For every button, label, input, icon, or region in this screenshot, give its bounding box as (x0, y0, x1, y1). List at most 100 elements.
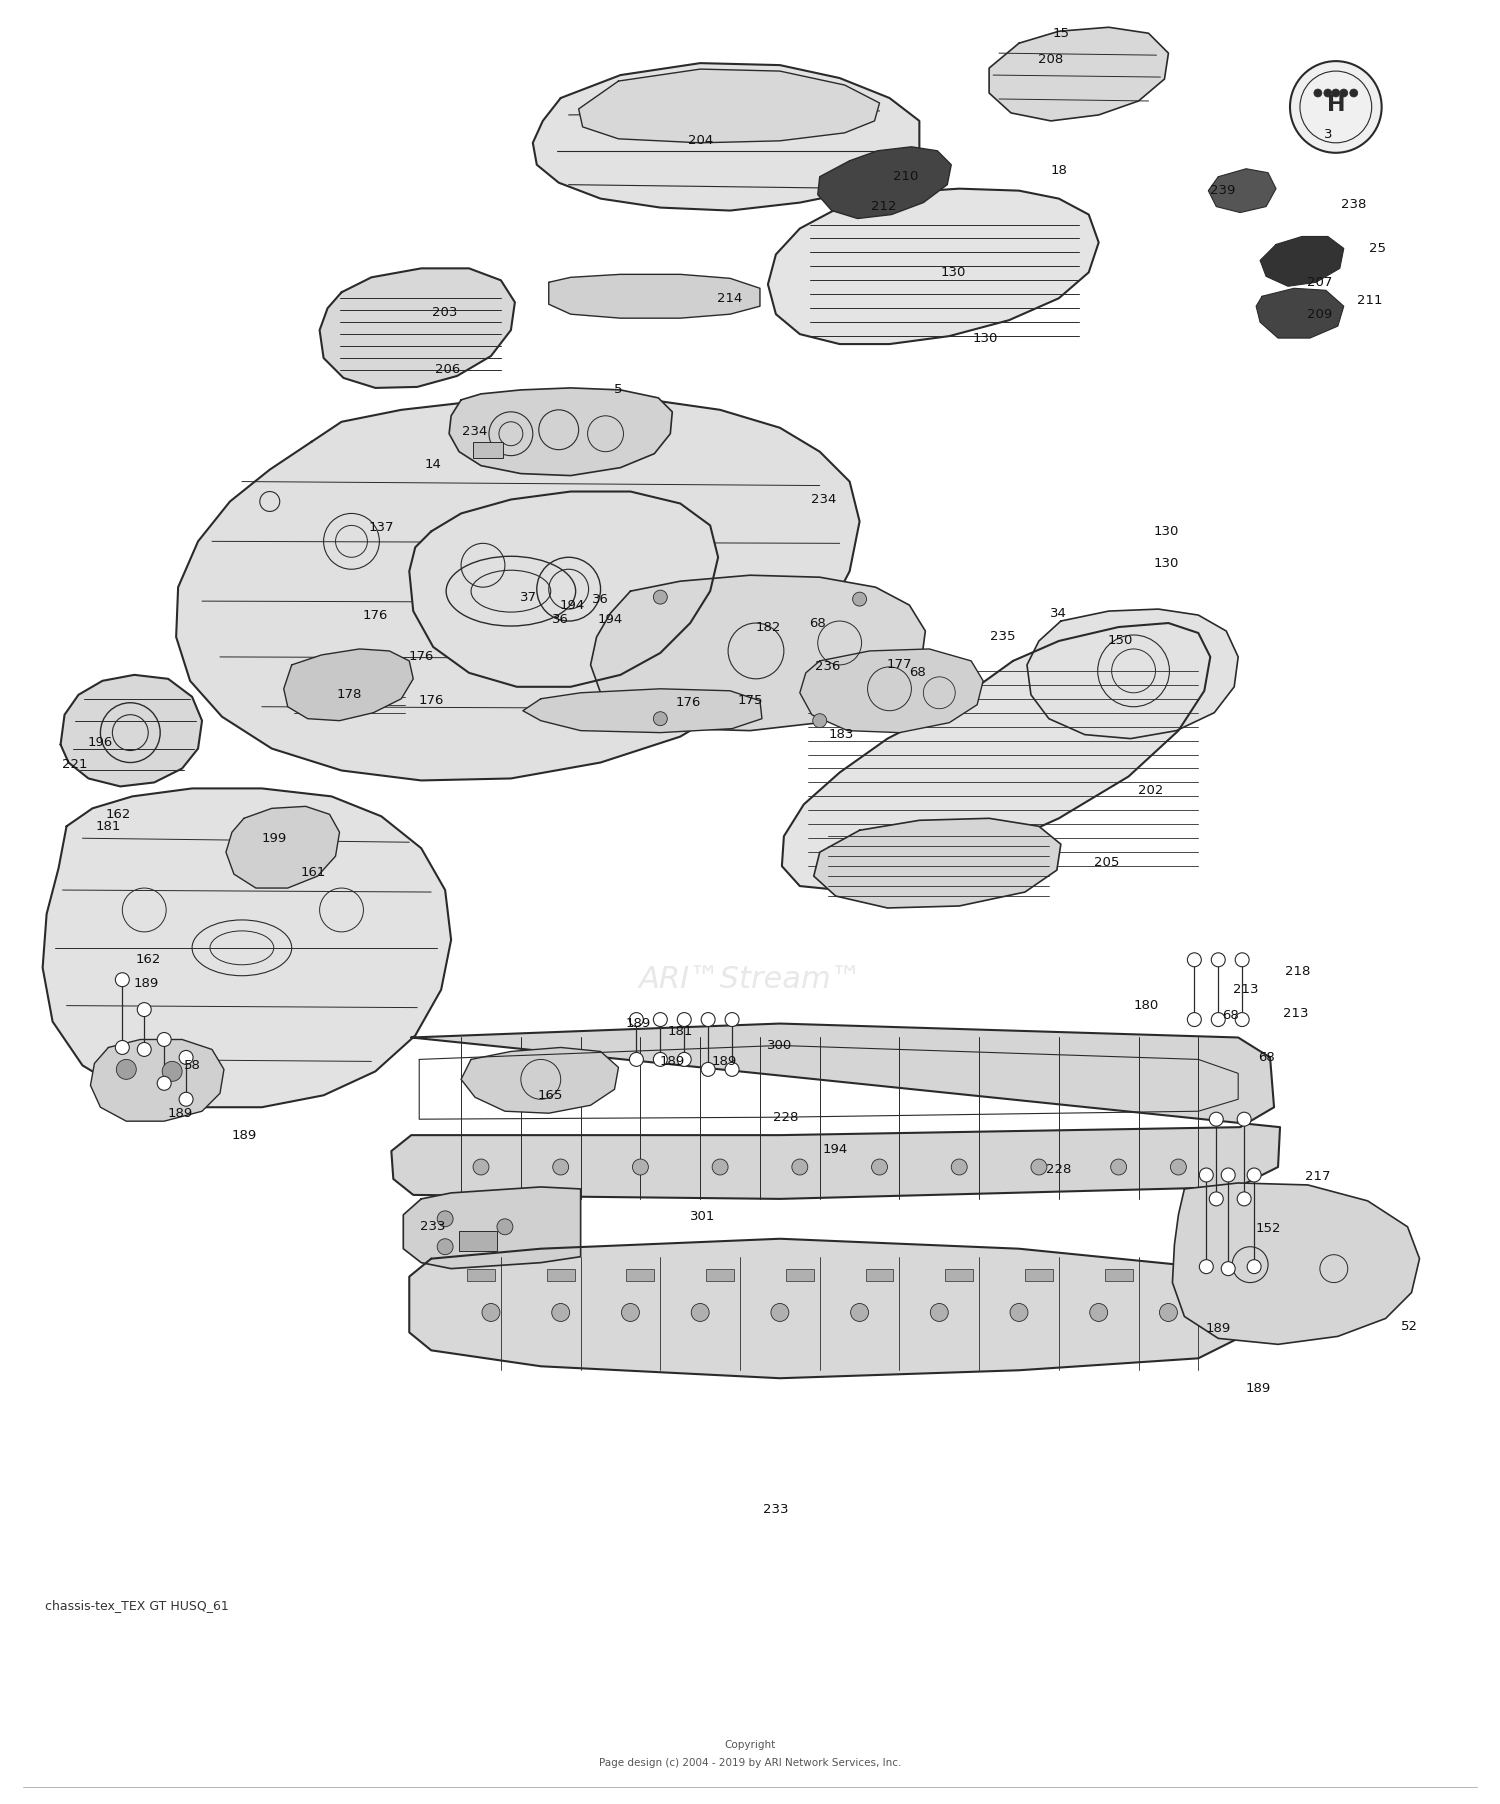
Circle shape (138, 1003, 152, 1017)
Text: 176: 176 (363, 608, 388, 622)
Text: 130: 130 (972, 332, 998, 345)
Text: 36: 36 (592, 594, 609, 606)
Bar (627, 1268, 654, 1281)
Text: 233: 233 (764, 1503, 789, 1515)
Text: 189: 189 (168, 1106, 192, 1120)
Circle shape (712, 1158, 728, 1174)
Text: 228: 228 (1046, 1162, 1071, 1176)
Polygon shape (818, 146, 951, 218)
Circle shape (116, 1041, 129, 1054)
Text: 189: 189 (231, 1129, 256, 1142)
Text: 194: 194 (598, 613, 622, 626)
Text: 162: 162 (135, 953, 160, 967)
Circle shape (1212, 1012, 1225, 1026)
Polygon shape (782, 622, 1210, 889)
Circle shape (792, 1158, 808, 1174)
Text: 176: 176 (408, 651, 434, 664)
Text: 235: 235 (990, 630, 1016, 644)
Circle shape (1010, 1304, 1028, 1322)
Circle shape (1160, 1304, 1178, 1322)
Text: 238: 238 (1341, 198, 1366, 211)
Circle shape (1238, 1192, 1251, 1205)
Text: 130: 130 (940, 265, 966, 280)
Bar (472, 442, 502, 458)
Circle shape (1200, 1167, 1214, 1182)
Text: 234: 234 (812, 492, 837, 505)
Text: 194: 194 (824, 1142, 849, 1156)
Circle shape (852, 592, 867, 606)
Text: 196: 196 (88, 736, 112, 749)
Text: 180: 180 (1134, 999, 1160, 1012)
Text: 208: 208 (1038, 52, 1064, 65)
Text: Copyright: Copyright (724, 1739, 776, 1750)
Text: 130: 130 (1154, 525, 1179, 538)
Circle shape (1110, 1158, 1126, 1174)
Bar (1104, 1268, 1132, 1281)
Text: 183: 183 (830, 729, 855, 741)
Text: 181: 181 (668, 1025, 693, 1037)
Circle shape (654, 590, 668, 604)
Text: 37: 37 (520, 590, 537, 604)
Circle shape (1209, 1192, 1222, 1205)
Circle shape (1238, 1113, 1251, 1126)
Bar (945, 1268, 974, 1281)
Polygon shape (1260, 236, 1344, 287)
Circle shape (1350, 88, 1358, 97)
Circle shape (482, 1304, 500, 1322)
Circle shape (436, 1210, 453, 1227)
Text: 18: 18 (1050, 164, 1068, 177)
Text: 212: 212 (871, 200, 897, 213)
Bar (466, 1268, 495, 1281)
Text: 209: 209 (1308, 308, 1332, 321)
Circle shape (1324, 88, 1332, 97)
Text: 189: 189 (1206, 1322, 1231, 1335)
Text: 236: 236 (815, 660, 840, 673)
Text: 218: 218 (1286, 965, 1311, 978)
Text: 68: 68 (909, 666, 926, 680)
Text: 221: 221 (62, 758, 87, 770)
Text: 194: 194 (560, 599, 585, 612)
Circle shape (1209, 1113, 1222, 1126)
Polygon shape (448, 388, 672, 476)
Circle shape (1188, 953, 1202, 967)
Bar (459, 1230, 497, 1250)
Polygon shape (410, 1239, 1238, 1378)
Text: 176: 176 (419, 695, 444, 707)
Text: 189: 189 (711, 1055, 736, 1068)
Text: 68: 68 (1222, 1008, 1239, 1023)
Text: 181: 181 (96, 819, 122, 833)
Circle shape (930, 1304, 948, 1322)
Polygon shape (226, 806, 339, 888)
Text: 234: 234 (462, 426, 488, 438)
Circle shape (630, 1012, 644, 1026)
Circle shape (1234, 1012, 1250, 1026)
Circle shape (158, 1032, 171, 1046)
Text: 207: 207 (1306, 276, 1332, 289)
Text: 15: 15 (1053, 27, 1070, 40)
Circle shape (178, 1050, 194, 1064)
Text: 205: 205 (1094, 855, 1119, 870)
Text: 25: 25 (1370, 242, 1386, 254)
Polygon shape (1256, 289, 1344, 337)
Circle shape (813, 714, 826, 727)
Polygon shape (532, 63, 920, 211)
Circle shape (633, 1158, 648, 1174)
Polygon shape (320, 269, 514, 388)
Text: 199: 199 (261, 832, 286, 844)
Text: Page design (c) 2004 - 2019 by ARI Network Services, Inc.: Page design (c) 2004 - 2019 by ARI Netwo… (598, 1757, 902, 1768)
Polygon shape (284, 649, 414, 720)
Circle shape (1221, 1167, 1234, 1182)
Polygon shape (60, 675, 202, 787)
Text: 14: 14 (424, 458, 441, 471)
Circle shape (1234, 953, 1250, 967)
Circle shape (1290, 61, 1382, 153)
Circle shape (436, 1239, 453, 1256)
Text: 58: 58 (183, 1059, 201, 1072)
Text: 189: 189 (1245, 1382, 1270, 1394)
Text: 210: 210 (892, 170, 918, 184)
Circle shape (1314, 88, 1322, 97)
Text: 137: 137 (369, 521, 394, 534)
Text: 3: 3 (1323, 128, 1332, 141)
Text: 203: 203 (432, 305, 457, 319)
Text: 300: 300 (768, 1039, 792, 1052)
